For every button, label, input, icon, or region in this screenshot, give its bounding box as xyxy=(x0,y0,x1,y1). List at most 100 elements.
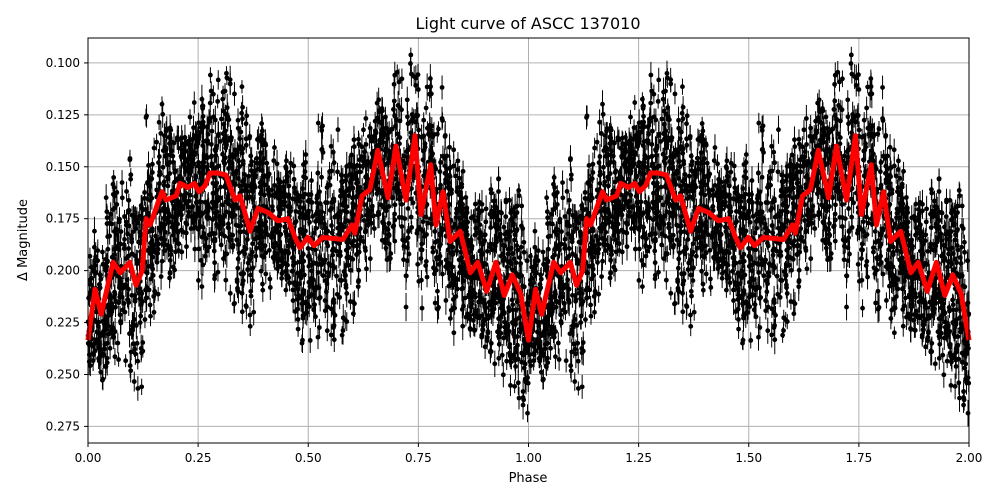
data-point xyxy=(321,273,326,278)
data-point xyxy=(223,278,228,283)
data-point xyxy=(361,127,366,132)
data-point xyxy=(259,121,264,126)
data-point xyxy=(913,328,918,333)
data-point xyxy=(411,200,416,205)
data-point xyxy=(364,266,369,271)
data-point xyxy=(764,289,769,294)
data-point xyxy=(775,274,780,279)
data-point xyxy=(428,76,433,81)
data-point xyxy=(949,383,954,388)
data-point xyxy=(244,113,249,118)
data-point xyxy=(873,229,878,234)
data-point xyxy=(785,291,790,296)
data-point xyxy=(228,77,233,82)
data-point xyxy=(267,277,272,282)
data-point xyxy=(122,237,127,242)
data-point xyxy=(424,106,429,111)
data-point xyxy=(761,273,766,278)
data-point xyxy=(856,87,861,92)
data-point xyxy=(432,229,437,234)
data-point xyxy=(157,154,162,159)
data-point xyxy=(728,280,733,285)
data-point xyxy=(268,285,273,290)
data-point xyxy=(528,254,533,259)
data-point xyxy=(406,229,411,234)
data-point xyxy=(600,102,605,107)
data-point xyxy=(485,249,490,254)
data-point xyxy=(750,200,755,205)
data-point xyxy=(501,372,506,377)
data-point xyxy=(849,53,854,58)
data-point xyxy=(865,85,870,90)
data-point xyxy=(901,169,906,174)
data-point xyxy=(472,328,477,333)
data-point xyxy=(444,298,449,303)
data-point xyxy=(781,315,786,320)
data-point xyxy=(868,76,873,81)
data-point xyxy=(213,118,218,123)
data-point xyxy=(504,359,509,364)
data-point xyxy=(438,160,443,165)
data-point xyxy=(330,230,335,235)
data-point xyxy=(668,291,673,296)
data-point xyxy=(873,271,878,276)
data-point xyxy=(680,151,685,156)
data-point xyxy=(576,359,581,364)
data-point xyxy=(680,309,685,314)
data-point xyxy=(713,145,718,150)
data-point xyxy=(438,183,443,188)
data-point xyxy=(437,169,442,174)
data-point xyxy=(846,206,851,211)
data-point xyxy=(748,338,753,343)
data-point xyxy=(179,213,184,218)
data-point xyxy=(780,278,785,283)
data-point xyxy=(228,291,233,296)
data-point xyxy=(884,298,889,303)
data-point xyxy=(167,276,172,281)
data-point xyxy=(859,256,864,261)
data-point xyxy=(416,279,421,284)
data-point xyxy=(812,226,817,231)
data-point xyxy=(325,328,330,333)
data-point xyxy=(337,295,342,300)
data-point xyxy=(620,213,625,218)
data-point xyxy=(420,306,425,311)
data-point xyxy=(787,193,792,198)
data-point xyxy=(152,146,157,151)
data-point xyxy=(878,169,883,174)
data-point xyxy=(346,193,351,198)
data-point xyxy=(503,214,508,219)
data-point xyxy=(592,146,597,151)
data-point xyxy=(372,226,377,231)
data-point xyxy=(764,200,769,205)
data-point xyxy=(88,363,93,368)
data-point xyxy=(393,202,398,207)
data-point xyxy=(363,116,368,121)
data-point xyxy=(659,243,664,248)
data-point xyxy=(700,254,705,259)
data-point xyxy=(483,232,488,237)
data-point xyxy=(660,117,665,122)
data-point xyxy=(624,220,629,225)
data-point xyxy=(339,278,344,283)
data-point xyxy=(548,346,553,351)
data-point xyxy=(944,214,949,219)
data-point xyxy=(565,189,570,194)
data-point xyxy=(560,195,565,200)
data-point xyxy=(179,154,184,159)
data-point xyxy=(966,411,971,416)
data-point xyxy=(766,270,771,275)
data-point xyxy=(512,384,517,389)
data-point xyxy=(521,240,526,245)
data-point xyxy=(161,165,166,170)
data-point xyxy=(344,291,349,296)
data-point xyxy=(619,154,624,159)
data-point xyxy=(599,274,604,279)
data-point xyxy=(192,100,197,105)
data-point xyxy=(224,71,229,76)
data-point xyxy=(308,338,313,343)
data-point xyxy=(879,183,884,188)
data-point xyxy=(860,306,865,311)
data-point xyxy=(559,321,564,326)
